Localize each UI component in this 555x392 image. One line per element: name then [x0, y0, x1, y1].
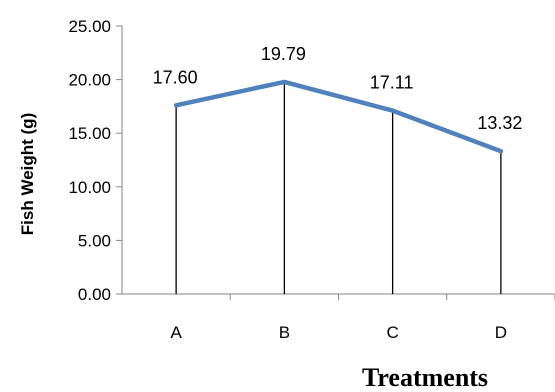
x-tick-label: B [279, 323, 290, 342]
data-label: 19.79 [261, 44, 306, 64]
y-tick-label: 10.00 [68, 178, 111, 197]
x-axis-title: Treatments [362, 363, 488, 392]
x-tick-label: C [386, 323, 398, 342]
data-label: 13.32 [477, 113, 522, 133]
data-label: 17.60 [153, 67, 198, 87]
y-tick-label: 15.00 [68, 124, 111, 143]
y-tick-label: 25.00 [68, 17, 111, 36]
y-axis-title: Fish Weight (g) [18, 113, 37, 235]
x-tick-label: D [495, 323, 507, 342]
y-tick-label: 0.00 [78, 285, 111, 304]
drop-lines [175, 81, 502, 294]
y-tick-label: 20.00 [68, 71, 111, 90]
x-tick-label: A [170, 323, 182, 342]
data-labels: 17.60 19.79 17.11 13.32 [153, 44, 523, 133]
x-axis: A B C D [122, 293, 555, 342]
series-line [173, 79, 504, 154]
series-line-group [173, 79, 504, 154]
y-axis: 0.00 5.00 10.00 15.00 20.00 25.00 [68, 17, 123, 304]
data-label: 17.11 [370, 73, 414, 93]
y-tick-label: 5.00 [78, 231, 111, 250]
